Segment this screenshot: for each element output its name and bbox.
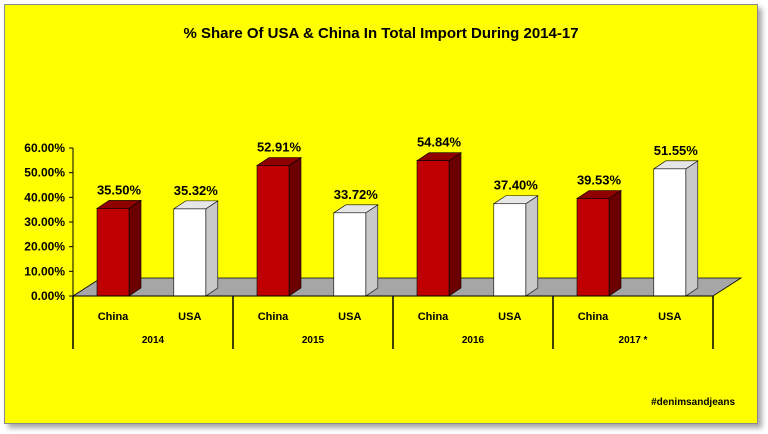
bar-front-face [173,208,207,297]
bar-side-face [448,152,462,297]
bar-side-face [128,199,142,297]
category-label: USA [658,311,681,323]
bar-front-face [653,168,687,297]
data-labels-layer: 35.50% 35.32% 52.91% 33.72% 54.84% 37.40% 39.5… [97,135,698,202]
bar-usa-2015 [332,204,379,297]
bar-china-2015 [256,156,302,297]
category-label: China [418,311,449,323]
category-label: USA [178,311,201,323]
bars-layer [96,152,699,297]
group-label: 2016 [462,335,485,346]
y-tick-label: 60.00% [24,141,65,155]
y-tick-label: 50.00% [24,166,65,180]
data-label: 33.72% [334,187,379,202]
bar-side-face [685,160,699,297]
bar-front-face [416,160,450,297]
category-label: USA [338,311,361,323]
chart-canvas: % Share Of USA & China In Total Import D… [5,5,757,423]
bar-china-2017 [576,189,622,297]
data-label: 51.55% [654,143,699,158]
bar-usa-2017 [652,160,699,297]
y-tick-label: 20.00% [24,240,65,254]
y-tick-label: 40.00% [24,190,65,204]
data-label: 52.91% [257,139,302,154]
group-label: 2017 * [619,335,648,346]
chart-title: % Share Of USA & China In Total Import D… [183,25,578,42]
category-label: China [578,311,609,323]
category-label: USA [498,311,521,323]
category-label: China [98,311,129,323]
group-label: 2015 [302,335,325,346]
bar-front-face [493,203,527,297]
bar-front-face [96,208,130,297]
bar-side-face [205,200,219,297]
category-axis-layer: China USA China USA China USA China USA 2014 2015… [72,295,714,349]
bar-front-face [576,198,610,297]
data-label: 39.53% [577,172,622,187]
bar-front-face [333,212,367,297]
data-label: 54.84% [417,135,462,150]
bar-side-face [288,156,302,297]
floor-layer [71,277,743,297]
bar-usa-2016 [492,195,539,297]
data-label: 35.32% [174,183,219,198]
bar-china-2016 [416,152,462,297]
category-label: China [258,311,289,323]
data-label: 35.50% [97,182,142,197]
bar-front-face [256,165,290,297]
chart-floor [71,277,743,297]
axis-layer: 0.00% 10.00% 20.00% 30.00% 40.00% 50.00% 60.00… [24,141,74,303]
bar-side-face [365,204,379,297]
bar-china-2014 [96,199,142,297]
y-tick-label: 10.00% [24,264,65,278]
group-label: 2014 [142,335,165,346]
y-tick-label: 0.00% [31,289,65,303]
bar-side-face [608,189,622,297]
chart-frame: % Share Of USA & China In Total Import D… [4,4,758,424]
data-label: 37.40% [494,178,539,193]
y-tick-label: 30.00% [24,215,65,229]
watermark-text: #denimsandjeans [651,397,735,408]
bar-side-face [525,195,539,297]
bar-usa-2014 [172,200,219,297]
